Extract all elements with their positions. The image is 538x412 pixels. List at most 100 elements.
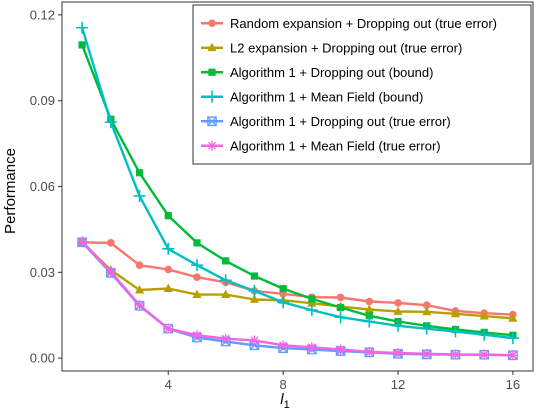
data-point (449, 325, 462, 338)
series-line (80, 27, 514, 340)
series-6 (77, 236, 518, 361)
data-point (422, 306, 432, 316)
data-point (479, 311, 489, 320)
x-tick-label: 8 (280, 377, 287, 392)
data-point (104, 116, 117, 129)
data-point (363, 315, 376, 328)
data-point (164, 212, 172, 220)
data-point (277, 296, 290, 309)
y-tick-label: 0.12 (30, 7, 55, 22)
data-point (193, 239, 201, 247)
legend-item: Algorithm 1 + Mean Field (bound) (201, 89, 423, 104)
y-tick-label: 0.00 (30, 351, 55, 366)
data-point (133, 189, 146, 202)
data-point (163, 283, 173, 293)
x-axis-title: l1 (280, 391, 289, 411)
data-point (164, 265, 173, 274)
data-point (107, 239, 115, 247)
x-axis-title-subscript: 1 (284, 399, 290, 411)
legend-label: Random expansion + Dropping out (true er… (230, 16, 497, 31)
series-line (80, 44, 514, 337)
data-point (422, 301, 431, 310)
data-point (278, 340, 289, 351)
data-point (249, 335, 260, 346)
data-point (450, 308, 461, 318)
data-point (393, 306, 403, 315)
y-tick-label: 0.09 (30, 93, 55, 108)
data-point (392, 319, 405, 332)
data-point (134, 300, 145, 311)
data-point (506, 332, 519, 345)
legend-key-marker (207, 42, 217, 52)
data-point (221, 289, 231, 299)
data-point (507, 350, 518, 361)
legend-label: Algorithm 1 + Dropping out (bound) (230, 65, 433, 80)
x-tick-label: 12 (391, 377, 405, 392)
data-point (135, 169, 144, 177)
data-point (508, 313, 518, 322)
data-point (334, 311, 347, 324)
data-point (190, 259, 203, 272)
legend-item: Algorithm 1 + Mean Field (true error) (201, 138, 441, 153)
legend-label: Algorithm 1 + Mean Field (true error) (230, 138, 441, 153)
data-point (421, 348, 432, 359)
x-tick-label: 4 (165, 377, 172, 392)
series-line (82, 241, 513, 316)
y-tick-label: 0.03 (30, 265, 55, 280)
series-line (81, 241, 513, 320)
data-point (193, 273, 201, 281)
data-point (335, 344, 346, 355)
data-point (77, 236, 88, 247)
axes-layer: 0.00 0.03 0.06 0.09 0.12 4 8 12 16 (30, 7, 520, 392)
data-point (250, 272, 259, 280)
series-4 (76, 21, 519, 345)
data-point (305, 304, 318, 317)
data-point (336, 303, 345, 312)
data-point (478, 328, 491, 341)
y-tick-label: 0.06 (30, 179, 55, 194)
legend-key-marker (206, 90, 218, 103)
legend-key-marker (207, 140, 217, 151)
data-point (306, 342, 317, 353)
data-point (479, 349, 490, 360)
x-tick-label: 16 (506, 377, 520, 392)
data-point (393, 347, 404, 358)
legend: Random expansion + Dropping out (true er… (192, 4, 532, 165)
data-point (336, 293, 345, 302)
legend-item: Algorithm 1 + Dropping out (bound) (201, 65, 433, 80)
series-line (81, 240, 513, 357)
data-point (134, 285, 145, 294)
data-point (78, 41, 86, 49)
data-point (105, 266, 116, 277)
data-point (394, 299, 402, 307)
data-point (450, 349, 461, 360)
legend-label: Algorithm 1 + Dropping out (true error) (230, 114, 451, 129)
data-point (219, 274, 232, 287)
data-point (364, 304, 374, 313)
series-layer (76, 21, 519, 361)
data-point (220, 333, 231, 344)
legend-item: Algorithm 1 + Dropping out (true error) (201, 114, 451, 129)
legend-item: L2 expansion + Dropping out (true error) (201, 40, 462, 55)
data-point (192, 289, 202, 299)
data-point (365, 297, 374, 306)
data-point (191, 330, 202, 341)
data-point (308, 295, 316, 303)
data-point (163, 323, 174, 334)
data-point (249, 294, 260, 303)
legend-item: Random expansion + Dropping out (true er… (201, 16, 497, 31)
data-point (76, 21, 89, 34)
y-axis-title: Performance (2, 148, 19, 234)
x-axis-title-main: l (280, 391, 284, 408)
legend-key-marker (208, 19, 216, 28)
data-point (248, 284, 261, 297)
data-point (420, 322, 433, 335)
data-point (279, 285, 287, 293)
data-point (162, 242, 175, 255)
data-point (135, 261, 144, 269)
legend-key-marker (207, 116, 217, 127)
legend-label: L2 expansion + Dropping out (true error) (230, 40, 462, 55)
data-point (222, 257, 230, 265)
legend-key-marker (208, 68, 216, 76)
